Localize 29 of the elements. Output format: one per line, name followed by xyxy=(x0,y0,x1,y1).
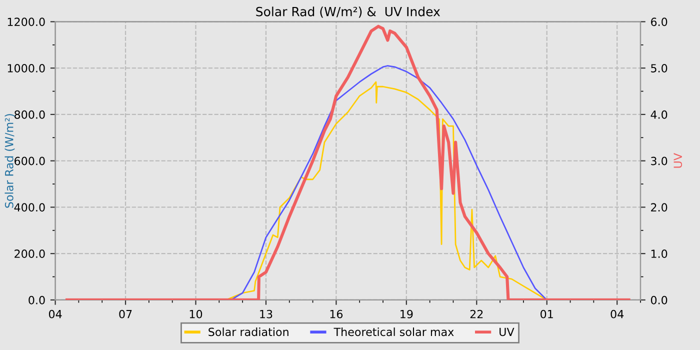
x-tick-label: 19 xyxy=(400,310,413,318)
y2-tick-label: 0.0 xyxy=(650,296,668,304)
y2-tick-label: 4.0 xyxy=(650,110,668,119)
y2-tick-label: 1.0 xyxy=(651,250,668,258)
y-tick-label: 400.0 xyxy=(14,203,45,212)
legend-label: Theoretical solar max xyxy=(334,327,454,336)
y-tick-label: 1000.0 xyxy=(8,64,45,72)
x-tick-label: 01 xyxy=(540,310,553,318)
x-tick-label: 22 xyxy=(470,310,483,318)
y2-tick-label: 5.0 xyxy=(651,64,668,72)
y-tick-label: 200.0 xyxy=(14,250,45,258)
chart-title: Solar Rad (W/m²) & UV Index xyxy=(256,6,440,18)
y-tick-label: 1200.0 xyxy=(8,18,45,26)
x-tick-label: 04 xyxy=(610,310,624,318)
y2-tick-label: 6.0 xyxy=(651,18,668,26)
y-tick-label: 0.0 xyxy=(28,296,45,304)
x-tick-label: 04 xyxy=(48,310,62,318)
y2-tick-label: 3.0 xyxy=(651,156,668,166)
y2-axis-title: UV xyxy=(674,153,682,168)
legend-label: UV xyxy=(500,328,514,336)
x-tick-label: 13 xyxy=(260,310,272,318)
x-tick-label: 16 xyxy=(330,310,343,318)
y2-tick-label: 2.0 xyxy=(651,203,668,212)
legend-label: Solar radiation xyxy=(208,327,288,336)
x-tick-label: 10 xyxy=(190,310,202,318)
y-axis-title: Solar Rad (W/m²) xyxy=(4,114,15,208)
x-tick-label: 07 xyxy=(119,310,132,318)
y-tick-label: 600.0 xyxy=(14,156,45,166)
y-tick-label: 800.0 xyxy=(14,110,45,119)
